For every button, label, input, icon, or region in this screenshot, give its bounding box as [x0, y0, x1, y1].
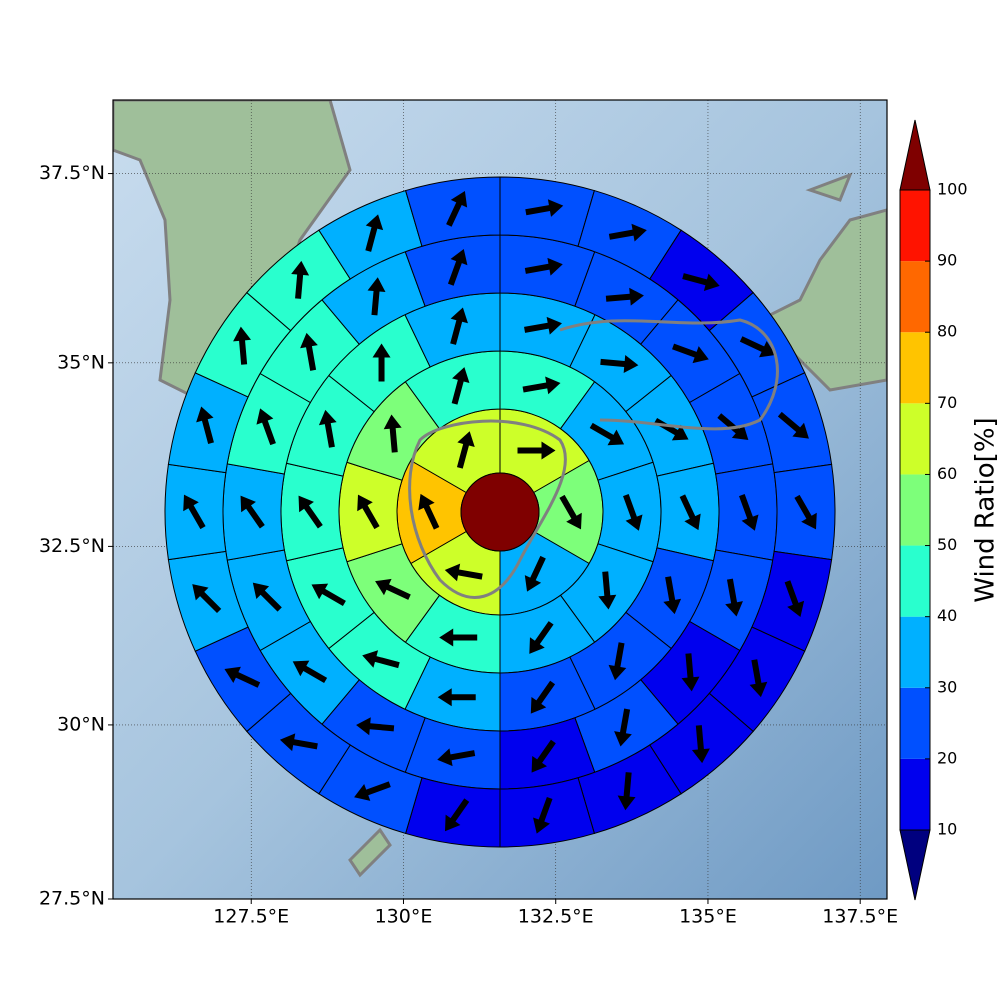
colorbar-bin — [900, 332, 930, 403]
center-cell — [461, 473, 539, 551]
y-tick-label: 37.5°N — [39, 162, 105, 184]
y-tick-label: 27.5°N — [39, 888, 105, 910]
colorbar-bin — [900, 190, 930, 261]
y-tick-label: 35°N — [57, 351, 105, 373]
colorbar-bin — [900, 759, 930, 830]
colorbar-tick-label: 40 — [937, 606, 957, 625]
colorbar-tick-label: 30 — [937, 677, 957, 696]
colorbar-under — [900, 830, 930, 900]
colorbar-tick-label: 20 — [937, 748, 957, 767]
cell — [500, 177, 594, 246]
colorbar-tick-label: 100 — [937, 180, 968, 199]
colorbar-tick-label: 50 — [937, 535, 957, 554]
x-tick-label: 127.5°E — [213, 906, 289, 928]
colorbar-bin — [900, 688, 930, 759]
colorbar-bin — [900, 474, 930, 545]
x-tick-label: 137.5°E — [822, 906, 898, 928]
colorbar-tick-label: 70 — [937, 393, 957, 412]
y-tick-label: 30°N — [57, 713, 105, 735]
colorbar-label: Wind Ratio[%] — [971, 417, 1000, 602]
colorbar-bin — [900, 261, 930, 332]
colorbar: 10 20 30 40 50 60 70 80 90 100 Wind Ratio[%] — [900, 120, 1000, 900]
y-tick-label: 32.5°N — [39, 535, 105, 557]
colorbar-tick-label: 10 — [937, 820, 957, 839]
x-tick-label: 135°E — [679, 906, 737, 928]
colorbar-bin — [900, 403, 930, 474]
colorbar-bin — [900, 546, 930, 617]
colorbar-tick-label: 60 — [937, 464, 957, 483]
cell — [406, 778, 500, 847]
x-tick-label: 130°E — [375, 906, 433, 928]
colorbar-tick-label: 80 — [937, 322, 957, 341]
x-tick-label: 132.5°E — [518, 906, 594, 928]
colorbar-over — [900, 120, 930, 190]
polar-grid — [165, 177, 835, 847]
colorbar-tick-label: 90 — [937, 251, 957, 270]
colorbar-bin — [900, 617, 930, 688]
